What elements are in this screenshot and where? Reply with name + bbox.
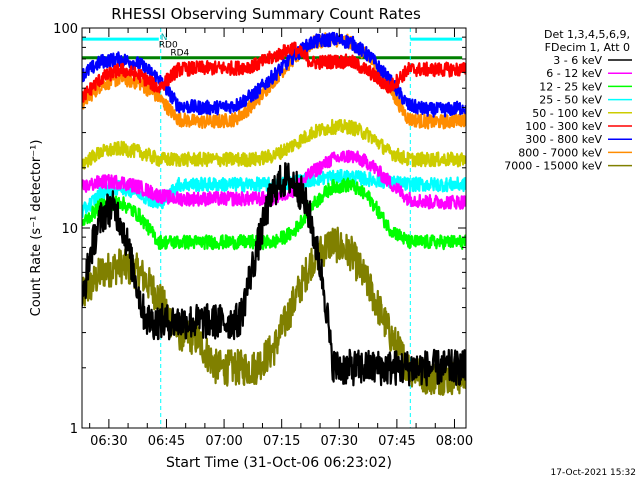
legend-entry-label: 50 - 100 keV	[532, 107, 602, 120]
series-line-6	[82, 31, 466, 118]
legend-entry-label: 7000 - 15000 keV	[504, 160, 602, 173]
x-tick-label: 06:45	[148, 434, 185, 449]
legend-entry-label: 100 - 300 keV	[525, 120, 602, 133]
legend-header: Det 1,3,4,5,6,9,	[544, 28, 630, 41]
x-axis-label: Start Time (31-Oct-06 06:23:02)	[166, 455, 392, 471]
legend-entry-label: 300 - 800 keV	[525, 133, 602, 146]
x-tick-label: 07:15	[263, 434, 300, 449]
series-1	[82, 149, 466, 210]
series-line-7	[82, 32, 466, 130]
y-tick-label: 100	[53, 22, 78, 37]
annotation-label: RD4	[170, 48, 189, 58]
annotation-label: N	[161, 33, 168, 43]
series-line-4	[82, 118, 466, 170]
legend-header: FDecim 1, Att 0	[545, 41, 630, 54]
legend-entry-label: 800 - 7000 keV	[518, 146, 602, 159]
y-tick-label: 1	[70, 422, 78, 437]
legend-entry-label: 12 - 25 keV	[539, 80, 602, 93]
series-7	[82, 32, 466, 130]
legend: Det 1,3,4,5,6,9,FDecim 1, Att 03 - 6 keV…	[504, 28, 632, 173]
series-4	[82, 118, 466, 170]
series-line-0	[82, 162, 466, 387]
annotation-label: RD0	[159, 40, 178, 50]
series-line-2	[82, 177, 466, 251]
series-0	[82, 162, 466, 387]
y-axis-label: Count Rate (s⁻¹ detector⁻¹)	[29, 140, 44, 317]
series-line-5	[82, 41, 466, 103]
series-8	[82, 226, 466, 396]
axes: 1 10 100 06:30 06:45 07:00 07:15 07:30 07:45 08:0…	[53, 22, 473, 449]
chart-title: RHESSI Observing Summary Count Rates	[111, 5, 421, 23]
y-tick-label: 10	[61, 222, 78, 237]
x-tick-label: 07:30	[321, 434, 358, 449]
series-2	[82, 177, 466, 251]
x-tick-label: 08:00	[436, 434, 473, 449]
series-6	[82, 31, 466, 118]
series-line-8	[82, 226, 466, 396]
series-line-1	[82, 149, 466, 210]
x-tick-label: 07:00	[205, 434, 242, 449]
legend-entry-label: 3 - 6 keV	[553, 54, 602, 67]
x-tick-label: 06:30	[90, 434, 127, 449]
legend-entry-label: 6 - 12 keV	[546, 67, 602, 80]
series-lines	[82, 31, 466, 396]
legend-entry-label: 25 - 50 keV	[539, 94, 602, 107]
series-5	[82, 41, 466, 103]
x-tick-label: 07:45	[378, 434, 415, 449]
footer-timestamp: 17-Oct-2021 15:32	[551, 468, 636, 478]
